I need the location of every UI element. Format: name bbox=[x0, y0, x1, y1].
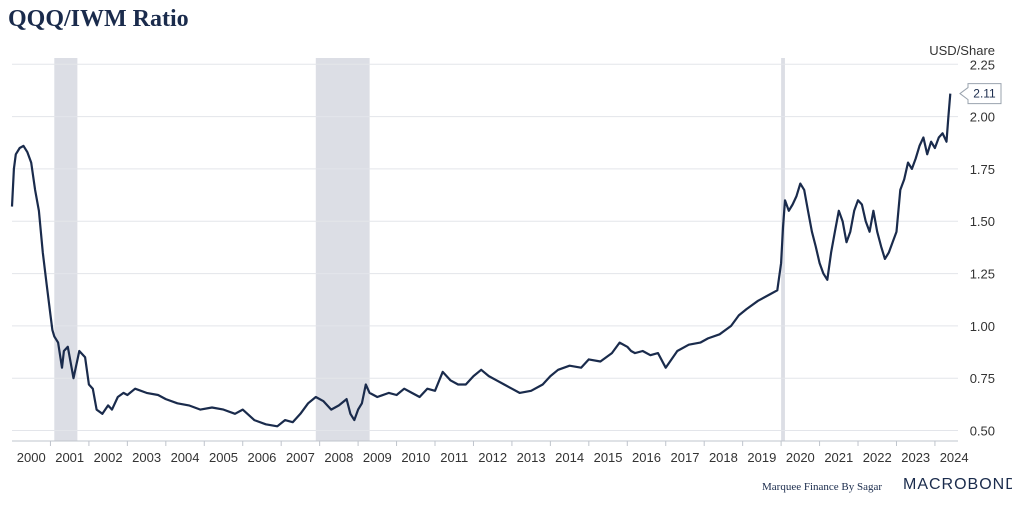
x-tick-label: 2024 bbox=[940, 450, 969, 465]
gridlines bbox=[12, 63, 958, 432]
x-tick-label: 2008 bbox=[324, 450, 353, 465]
chart-title: QQQ/IWM Ratio bbox=[8, 6, 189, 32]
x-tick-label: 2021 bbox=[824, 450, 853, 465]
x-tick-label: 2006 bbox=[247, 450, 276, 465]
x-tick-label: 2019 bbox=[747, 450, 776, 465]
y-tick-label: 0.75 bbox=[970, 371, 995, 386]
last-value-box bbox=[959, 83, 1002, 105]
x-tick-label: 2014 bbox=[555, 450, 584, 465]
y-tick-label: 1.00 bbox=[970, 319, 995, 334]
brand-logo: MACROBOND bbox=[903, 476, 1012, 493]
recession-band-2 bbox=[781, 58, 785, 441]
series-line-0 bbox=[10, 93, 952, 428]
series-group bbox=[10, 93, 952, 428]
y-tick-label: 1.50 bbox=[970, 214, 995, 229]
last-value-callout: 2.11 bbox=[959, 83, 1002, 105]
x-tick-label: 2009 bbox=[363, 450, 392, 465]
x-tick-label: 2013 bbox=[517, 450, 546, 465]
x-tick-label: 2001 bbox=[55, 450, 84, 465]
x-tick-label: 2016 bbox=[632, 450, 661, 465]
source-note: Marquee Finance By Sagar bbox=[762, 481, 883, 493]
last-value-label: 2.11 bbox=[973, 87, 996, 101]
x-tick-label: 2022 bbox=[863, 450, 892, 465]
x-tick-label: 2003 bbox=[132, 450, 161, 465]
x-tick-label: 2023 bbox=[901, 450, 930, 465]
x-tick-label: 2000 bbox=[17, 450, 46, 465]
recession-shading bbox=[54, 58, 785, 441]
x-tick-label: 2002 bbox=[94, 450, 123, 465]
y-tick-label: 0.50 bbox=[970, 424, 995, 439]
x-tick-label: 2004 bbox=[171, 450, 200, 465]
x-tick-label: 2020 bbox=[786, 450, 815, 465]
x-tick-label: 2017 bbox=[671, 450, 700, 465]
x-tick-label: 2012 bbox=[478, 450, 507, 465]
y-tick-label: 1.75 bbox=[970, 162, 995, 177]
recession-band-0 bbox=[54, 58, 78, 441]
x-tick-label: 2011 bbox=[440, 450, 468, 465]
x-tick-label: 2007 bbox=[286, 450, 315, 465]
x-tick-label: 2018 bbox=[709, 450, 738, 465]
y-tick-label: 1.25 bbox=[970, 267, 995, 282]
x-tick-label: 2010 bbox=[401, 450, 430, 465]
y-tick-label: 2.00 bbox=[970, 110, 995, 125]
y-axis-unit-label: USD/Share bbox=[929, 43, 995, 58]
y-axis-ticks: 0.50 0.75 1.00 1.25 1.50 1.75 2.00 2.25 bbox=[970, 57, 995, 438]
recession-band-1 bbox=[315, 58, 370, 441]
y-tick-label: 2.25 bbox=[970, 57, 995, 72]
x-tick-label: 2015 bbox=[594, 450, 623, 465]
x-axis-ticks: 2000 2001 2002 2003 2004 2005 2006 2007 2008 2009… bbox=[17, 441, 969, 465]
x-tick-label: 2005 bbox=[209, 450, 238, 465]
